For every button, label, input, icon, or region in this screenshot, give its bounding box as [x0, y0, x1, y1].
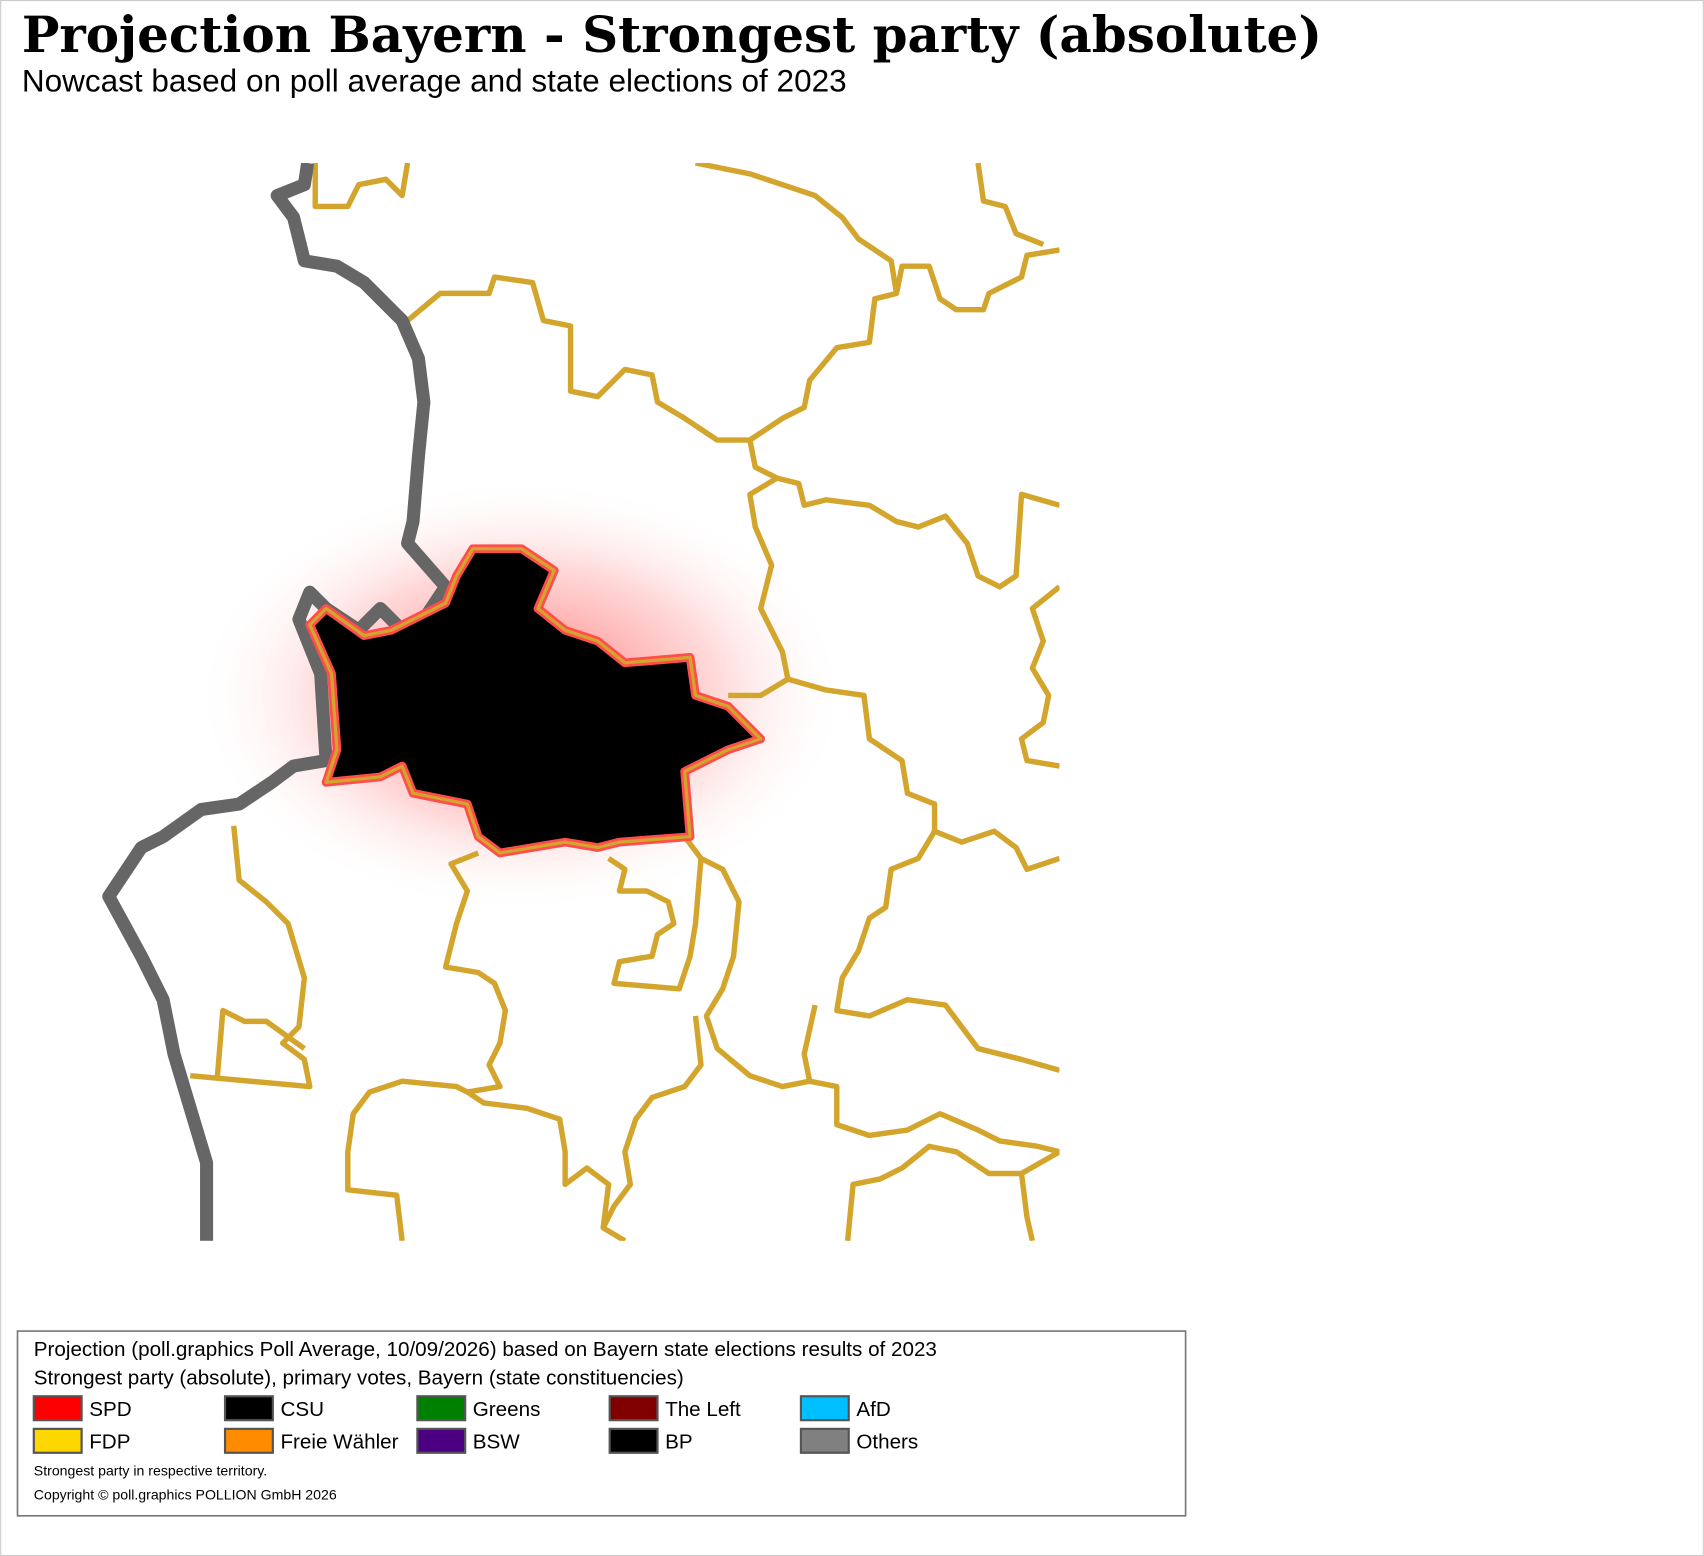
legend-label: FDP	[89, 1430, 130, 1453]
legend-swatch	[416, 1427, 467, 1454]
legend-swatch	[608, 1395, 659, 1422]
legend-label: SPD	[89, 1398, 131, 1421]
legend-swatch	[223, 1427, 274, 1454]
legend-line: Projection (poll.graphics Poll Average, …	[34, 1338, 937, 1361]
legend-label: BP	[665, 1430, 693, 1453]
subtitle: Nowcast based on poll average and state …	[22, 62, 847, 98]
legend-label: Freie Wähler	[280, 1430, 398, 1453]
legend-swatch	[32, 1427, 83, 1454]
legend-swatch	[608, 1427, 659, 1454]
legend-label: Others	[856, 1430, 918, 1453]
map	[102, 162, 1060, 1241]
legend-label: BSW	[473, 1430, 521, 1453]
legend-label: AfD	[856, 1398, 890, 1421]
legend-label: Greens	[473, 1398, 541, 1421]
legend-box	[16, 1330, 1187, 1517]
constituency-borders	[190, 162, 1060, 1241]
legend-swatch	[416, 1395, 467, 1422]
legend-note: Strongest party in respective territory.	[34, 1463, 267, 1479]
legend-line: Strongest party (absolute), primary vote…	[34, 1366, 684, 1389]
legend-swatch	[223, 1395, 274, 1422]
title: Projection Bayern - Strongest party (abs…	[22, 5, 1322, 64]
legend: Projection (poll.graphics Poll Average, …	[16, 1330, 1187, 1517]
legend-swatch	[799, 1395, 850, 1422]
legend-swatch	[799, 1427, 850, 1454]
legend-note: Copyright © poll.graphics POLLION GmbH 2…	[34, 1486, 337, 1502]
legend-swatch	[32, 1395, 83, 1422]
constituency-outline	[308, 547, 763, 855]
legend-label: CSU	[280, 1398, 324, 1421]
legend-label: The Left	[665, 1398, 741, 1421]
